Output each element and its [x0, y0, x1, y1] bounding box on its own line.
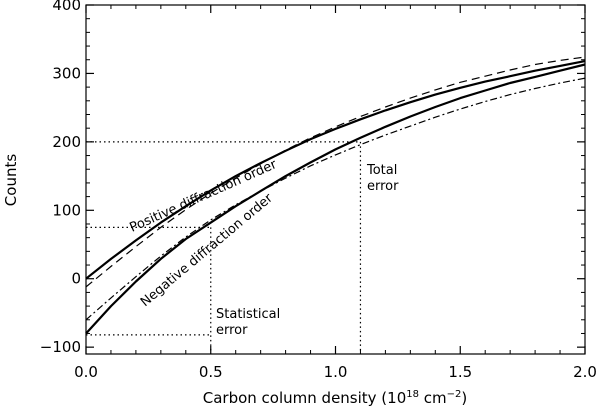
x-axis-label: Carbon column density (1018 cm−2)	[203, 389, 467, 407]
total-error-label-1: Total	[366, 163, 397, 178]
series-lines	[85, 56, 586, 335]
x-tick-label: 0.5	[199, 363, 223, 381]
x-tick-label: 1.0	[324, 363, 348, 381]
x-tick-label: 2.0	[573, 363, 597, 381]
positive-order-label: Positive diffraction order	[128, 157, 280, 236]
series-line-3	[85, 77, 586, 321]
y-tick-label: 200	[52, 133, 81, 151]
x-tick-label: 0.0	[74, 363, 98, 381]
y-tick-label: 300	[52, 64, 81, 82]
series-line-1	[85, 56, 586, 288]
y-tick-label: 400	[52, 0, 81, 14]
total-error-label-2: error	[367, 179, 399, 194]
x-tick-label: 1.5	[448, 363, 472, 381]
y-tick-label: −100	[40, 338, 81, 356]
series-line-0	[85, 60, 586, 280]
y-axis-label: Counts	[2, 154, 20, 207]
reference-lines	[86, 141, 362, 354]
y-tick-label: 100	[52, 201, 81, 219]
statistical-error-label-2: error	[216, 323, 248, 338]
plot-frame	[85, 4, 586, 355]
y-tick-label: 0	[71, 270, 81, 288]
series-line-2	[85, 63, 586, 335]
axis-ticks: 0.0 0.5 1.0 1.5 2.0 −100 0 100 200 300 400	[40, 0, 597, 381]
statistical-error-label-1: Statistical	[216, 307, 280, 322]
